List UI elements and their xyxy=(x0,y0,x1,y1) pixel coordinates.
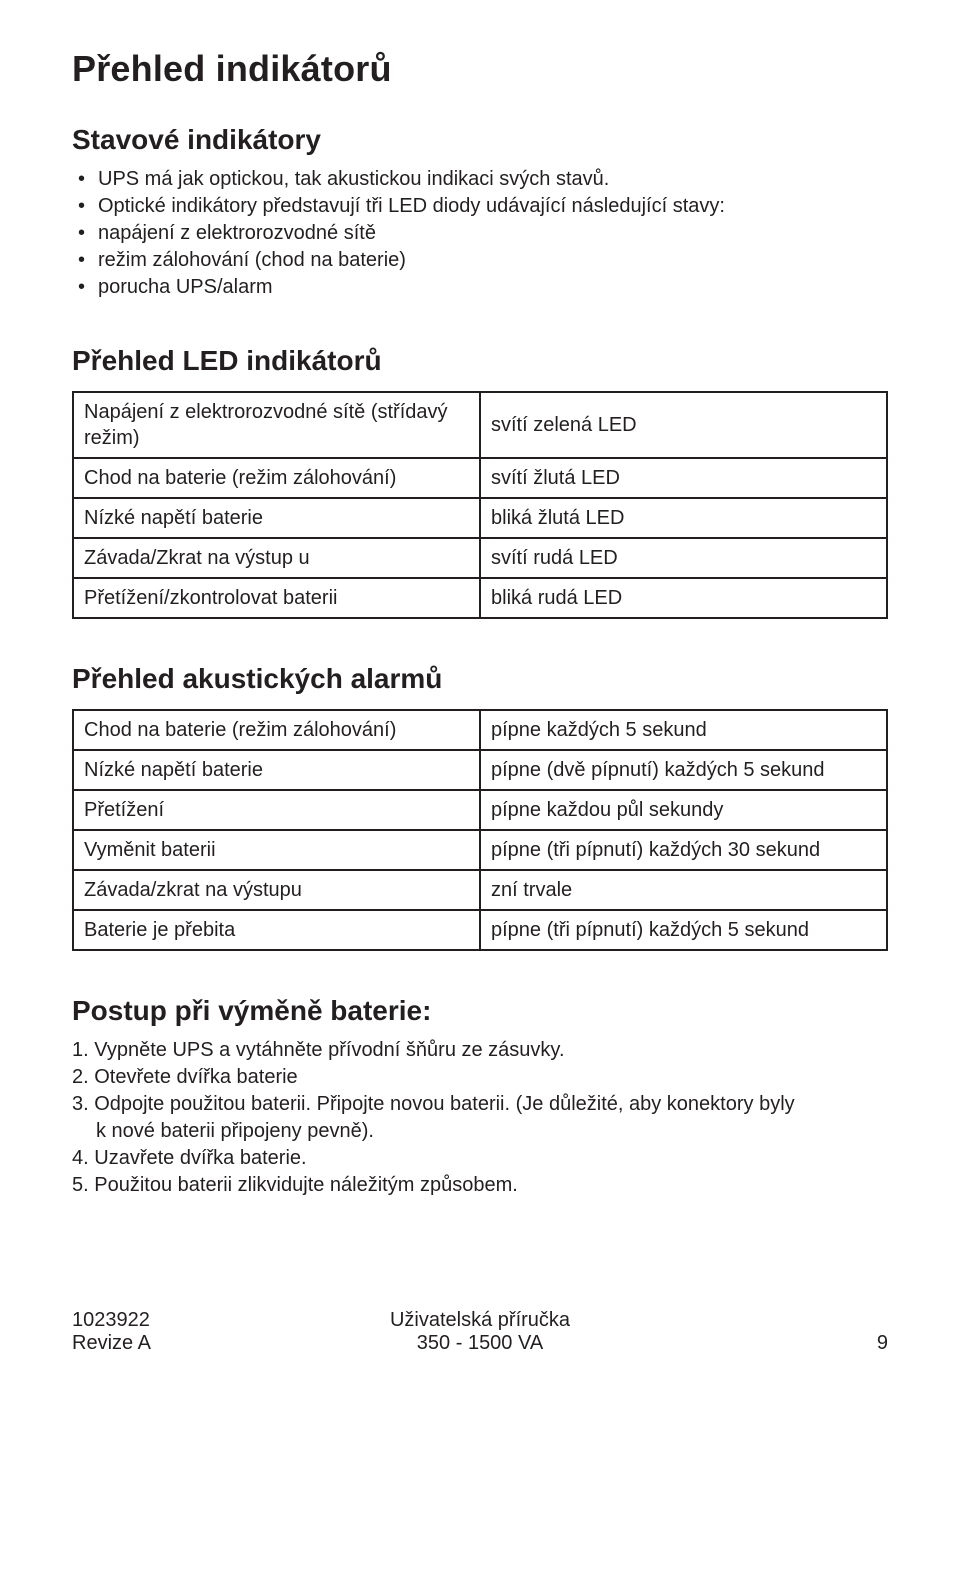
table-cell: pípne (tři pípnutí) každých 5 sekund xyxy=(480,910,887,950)
table-row: Závada/zkrat na výstupu zní trvale xyxy=(73,870,887,910)
step-item: 4. Uzavřete dvířka baterie. xyxy=(72,1145,888,1172)
table-row: Nízké napětí baterie bliká žlutá LED xyxy=(73,498,887,538)
step-number: 1. xyxy=(72,1039,94,1061)
footer-center: Uživatelská příručka 350 - 1500 VA xyxy=(390,1309,570,1355)
table-cell: Chod na baterie (režim zálohování) xyxy=(73,710,480,750)
step-text: Odpojte použitou baterii. Připojte novou… xyxy=(94,1093,794,1115)
step-text: Vypněte UPS a vytáhněte přívodní šňůru z… xyxy=(94,1039,564,1061)
page-footer: 1023922 Revize A Uživatelská příručka 35… xyxy=(72,1309,888,1355)
doc-range: 350 - 1500 VA xyxy=(390,1332,570,1355)
table-cell: bliká rudá LED xyxy=(480,578,887,618)
table-row: Baterie je přebita pípne (tři pípnutí) k… xyxy=(73,910,887,950)
battery-heading: Postup při výměně baterie: xyxy=(72,995,888,1027)
led-heading: Přehled LED indikátorů xyxy=(72,345,888,377)
table-row: Přetížení/zkontrolovat baterii bliká rud… xyxy=(73,578,887,618)
bullet-item: režim zálohování (chod na baterie) xyxy=(72,247,888,274)
alarm-heading: Přehled akustických alarmů xyxy=(72,663,888,695)
table-cell: bliká žlutá LED xyxy=(480,498,887,538)
table-cell: Závada/zkrat na výstupu xyxy=(73,870,480,910)
status-heading: Stavové indikátory xyxy=(72,124,888,156)
table-cell: Baterie je přebita xyxy=(73,910,480,950)
table-cell: pípne (tři pípnutí) každých 30 sekund xyxy=(480,830,887,870)
page-number: 9 xyxy=(877,1332,888,1355)
table-row: Chod na baterie (režim zálohování) pípne… xyxy=(73,710,887,750)
step-item: 2. Otevřete dvířka baterie xyxy=(72,1064,888,1091)
battery-steps-tail: 4. Uzavřete dvířka baterie. 5. Použitou … xyxy=(72,1145,888,1199)
table-cell: pípne každou půl sekundy xyxy=(480,790,887,830)
alarm-table: Chod na baterie (režim zálohování) pípne… xyxy=(72,709,888,951)
table-cell: Závada/Zkrat na výstup u xyxy=(73,538,480,578)
bullet-item: Optické indikátory představují tři LED d… xyxy=(72,193,888,220)
table-row: Závada/Zkrat na výstup u svítí rudá LED xyxy=(73,538,887,578)
table-cell: pípne každých 5 sekund xyxy=(480,710,887,750)
table-cell: Vyměnit baterii xyxy=(73,830,480,870)
table-row: Napájení z elektrorozvodné sítě (střídav… xyxy=(73,392,887,458)
table-cell: pípne (dvě pípnutí) každých 5 sekund xyxy=(480,750,887,790)
bullet-item: napájení z elektrorozvodné sítě xyxy=(72,220,888,247)
step-number: 5. xyxy=(72,1174,94,1196)
table-cell: svítí rudá LED xyxy=(480,538,887,578)
table-row: Chod na baterie (režim zálohování) svítí… xyxy=(73,458,887,498)
table-row: Vyměnit baterii pípne (tři pípnutí) každ… xyxy=(73,830,887,870)
step-item: 3. Odpojte použitou baterii. Připojte no… xyxy=(72,1091,888,1118)
table-cell: svítí zelená LED xyxy=(480,392,887,458)
table-cell: Napájení z elektrorozvodné sítě (střídav… xyxy=(73,392,480,458)
table-row: Nízké napětí baterie pípne (dvě pípnutí)… xyxy=(73,750,887,790)
footer-left: 1023922 Revize A xyxy=(72,1309,151,1355)
bullet-item: UPS má jak optickou, tak akustickou indi… xyxy=(72,166,888,193)
table-row: Přetížení pípne každou půl sekundy xyxy=(73,790,887,830)
step-item: 5. Použitou baterii zlikvidujte náležitý… xyxy=(72,1172,888,1199)
revision: Revize A xyxy=(72,1332,151,1355)
table-cell: Nízké napětí baterie xyxy=(73,498,480,538)
led-table: Napájení z elektrorozvodné sítě (střídav… xyxy=(72,391,888,619)
step-number: 2. xyxy=(72,1066,94,1088)
footer-right: 9 xyxy=(877,1332,888,1355)
step-number: 4. xyxy=(72,1147,94,1169)
table-cell: zní trvale xyxy=(480,870,887,910)
step-number: 3. xyxy=(72,1093,94,1115)
step-text: Uzavřete dvířka baterie. xyxy=(94,1147,306,1169)
table-cell: svítí žlutá LED xyxy=(480,458,887,498)
page-title: Přehled indikátorů xyxy=(72,48,888,90)
step-item: 1. Vypněte UPS a vytáhněte přívodní šňůr… xyxy=(72,1037,888,1064)
table-cell: Nízké napětí baterie xyxy=(73,750,480,790)
step-subline: k nové baterii připojeny pevně). xyxy=(72,1118,888,1145)
battery-steps: 1. Vypněte UPS a vytáhněte přívodní šňůr… xyxy=(72,1037,888,1118)
bullet-item: porucha UPS/alarm xyxy=(72,274,888,301)
table-cell: Chod na baterie (režim zálohování) xyxy=(73,458,480,498)
status-bullet-list: UPS má jak optickou, tak akustickou indi… xyxy=(72,166,888,301)
step-text: Použitou baterii zlikvidujte náležitým z… xyxy=(94,1174,518,1196)
table-cell: Přetížení xyxy=(73,790,480,830)
step-text: Otevřete dvířka baterie xyxy=(94,1066,297,1088)
doc-number: 1023922 xyxy=(72,1309,151,1332)
doc-title: Uživatelská příručka xyxy=(390,1309,570,1332)
table-cell: Přetížení/zkontrolovat baterii xyxy=(73,578,480,618)
